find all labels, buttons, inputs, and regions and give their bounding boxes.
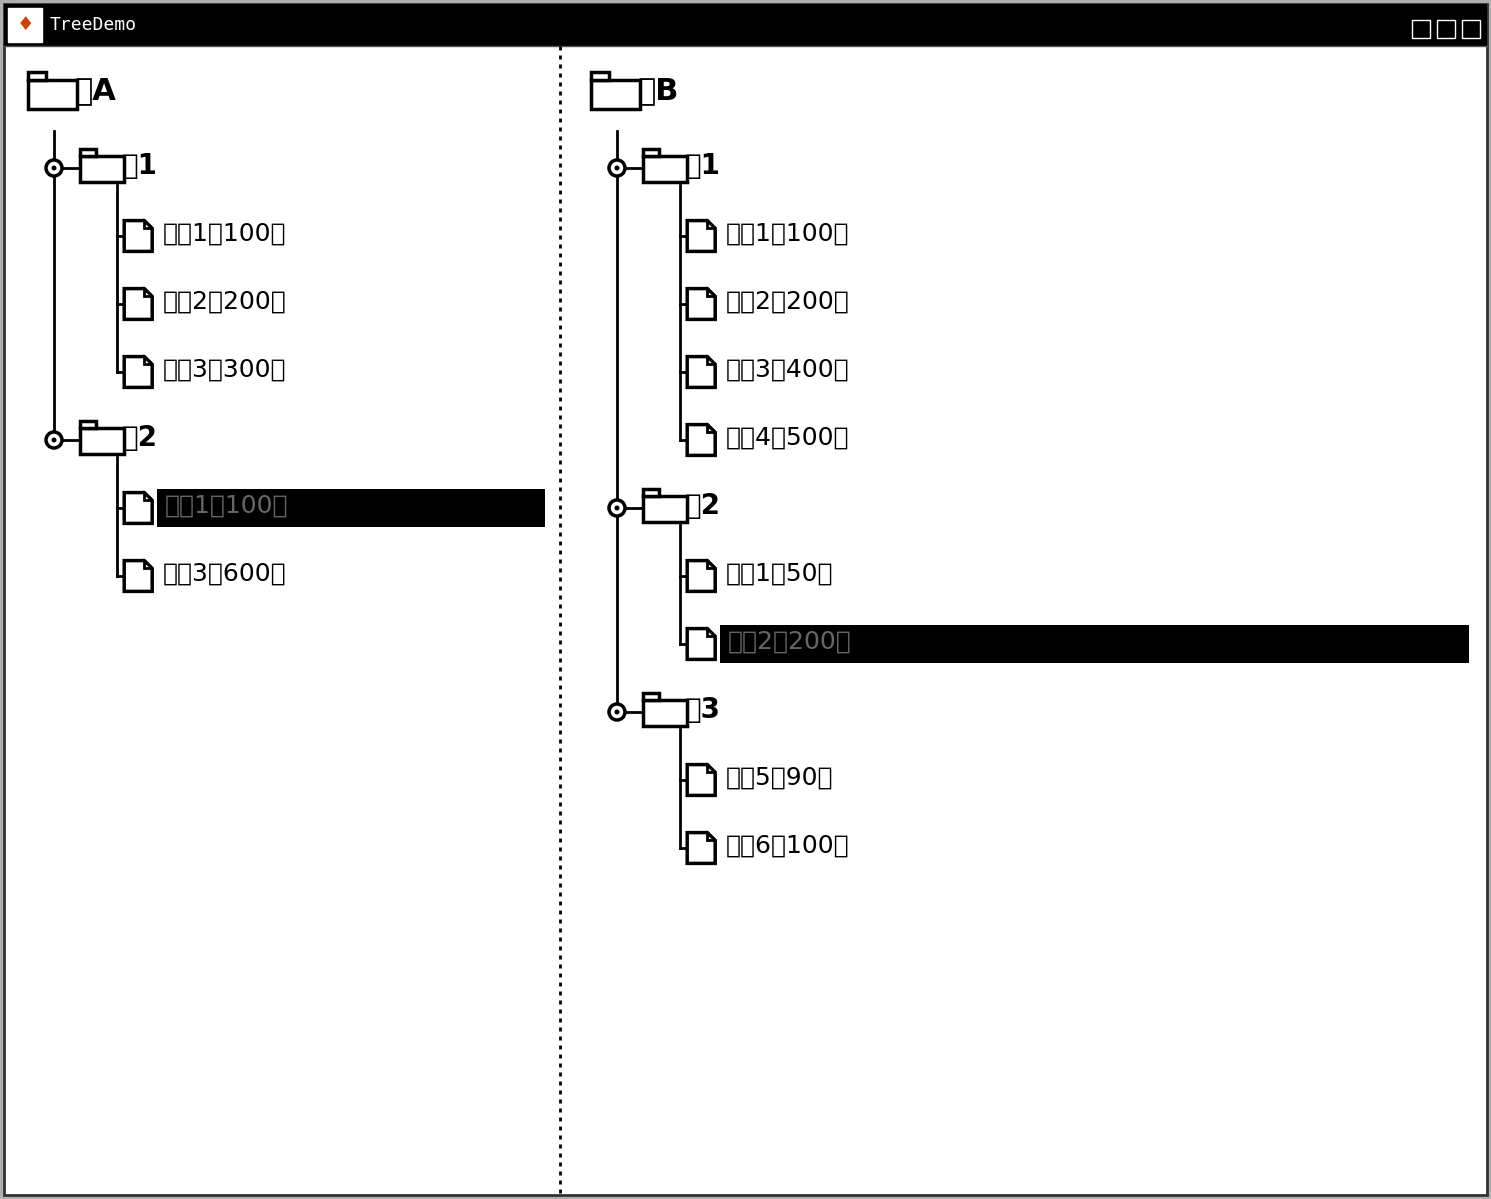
- Bar: [81, 421, 97, 428]
- Polygon shape: [145, 493, 152, 500]
- Text: 属性5（90）: 属性5（90）: [726, 766, 833, 790]
- Text: 表2: 表2: [122, 424, 158, 452]
- Bar: [592, 72, 610, 80]
- Polygon shape: [707, 832, 716, 840]
- Polygon shape: [687, 561, 716, 591]
- Circle shape: [52, 165, 57, 170]
- Polygon shape: [687, 424, 716, 456]
- Circle shape: [614, 710, 619, 715]
- Polygon shape: [707, 289, 716, 296]
- Bar: [4, 4, 1487, 46]
- Circle shape: [46, 432, 63, 448]
- Polygon shape: [707, 356, 716, 364]
- Bar: [592, 80, 640, 109]
- Polygon shape: [687, 628, 716, 659]
- Text: 表3: 表3: [684, 695, 722, 724]
- Polygon shape: [124, 289, 152, 319]
- Polygon shape: [124, 493, 152, 524]
- Polygon shape: [687, 221, 716, 252]
- Bar: [644, 693, 659, 700]
- Text: ♦: ♦: [16, 16, 34, 35]
- Circle shape: [608, 704, 625, 721]
- Bar: [28, 72, 46, 80]
- Text: 属性1（100）: 属性1（100）: [166, 494, 288, 518]
- Text: TreeDemo: TreeDemo: [51, 16, 137, 34]
- Bar: [644, 700, 686, 727]
- Polygon shape: [707, 561, 716, 568]
- Polygon shape: [145, 289, 152, 296]
- Text: 表1: 表1: [122, 152, 158, 180]
- Circle shape: [608, 159, 625, 176]
- Bar: [644, 157, 686, 182]
- Circle shape: [608, 500, 625, 516]
- Polygon shape: [687, 832, 716, 863]
- Polygon shape: [124, 356, 152, 387]
- Bar: [1437, 20, 1455, 38]
- Text: 树B: 树B: [637, 77, 678, 106]
- Bar: [81, 428, 124, 454]
- Text: 属性2（200）: 属性2（200）: [163, 290, 286, 314]
- Polygon shape: [687, 765, 716, 795]
- Polygon shape: [707, 221, 716, 229]
- Bar: [157, 489, 546, 526]
- Bar: [81, 150, 97, 157]
- Circle shape: [614, 165, 619, 170]
- Text: 表2: 表2: [684, 492, 722, 520]
- Bar: [644, 489, 659, 496]
- Bar: [81, 157, 124, 182]
- Polygon shape: [707, 424, 716, 433]
- Text: 属性2（200）: 属性2（200）: [728, 629, 851, 653]
- Text: 树A: 树A: [75, 77, 116, 106]
- Polygon shape: [124, 221, 152, 252]
- Text: 属性1（100）: 属性1（100）: [726, 222, 850, 246]
- Bar: [28, 80, 78, 109]
- Text: 属性3（300）: 属性3（300）: [163, 359, 286, 382]
- Polygon shape: [707, 628, 716, 637]
- Bar: [1463, 20, 1481, 38]
- Text: 属性1（50）: 属性1（50）: [726, 562, 833, 586]
- Polygon shape: [145, 561, 152, 568]
- Polygon shape: [124, 561, 152, 591]
- Text: 表1: 表1: [684, 152, 720, 180]
- Polygon shape: [687, 289, 716, 319]
- Circle shape: [52, 438, 57, 442]
- Text: 属性4（500）: 属性4（500）: [726, 426, 850, 450]
- Circle shape: [46, 159, 63, 176]
- Bar: [644, 150, 659, 157]
- Text: 属性1（100）: 属性1（100）: [163, 222, 286, 246]
- Text: 属性6（100）: 属性6（100）: [726, 835, 850, 858]
- Text: 属性3（600）: 属性3（600）: [163, 562, 286, 586]
- Text: 属性2（200）: 属性2（200）: [726, 290, 850, 314]
- Circle shape: [614, 506, 619, 511]
- Polygon shape: [687, 356, 716, 387]
- Text: 属性3（400）: 属性3（400）: [726, 359, 850, 382]
- Polygon shape: [145, 356, 152, 364]
- Bar: [644, 496, 686, 522]
- Polygon shape: [707, 765, 716, 772]
- Bar: [1412, 20, 1430, 38]
- Bar: [7, 8, 42, 42]
- Polygon shape: [145, 221, 152, 229]
- Bar: [720, 626, 1469, 663]
